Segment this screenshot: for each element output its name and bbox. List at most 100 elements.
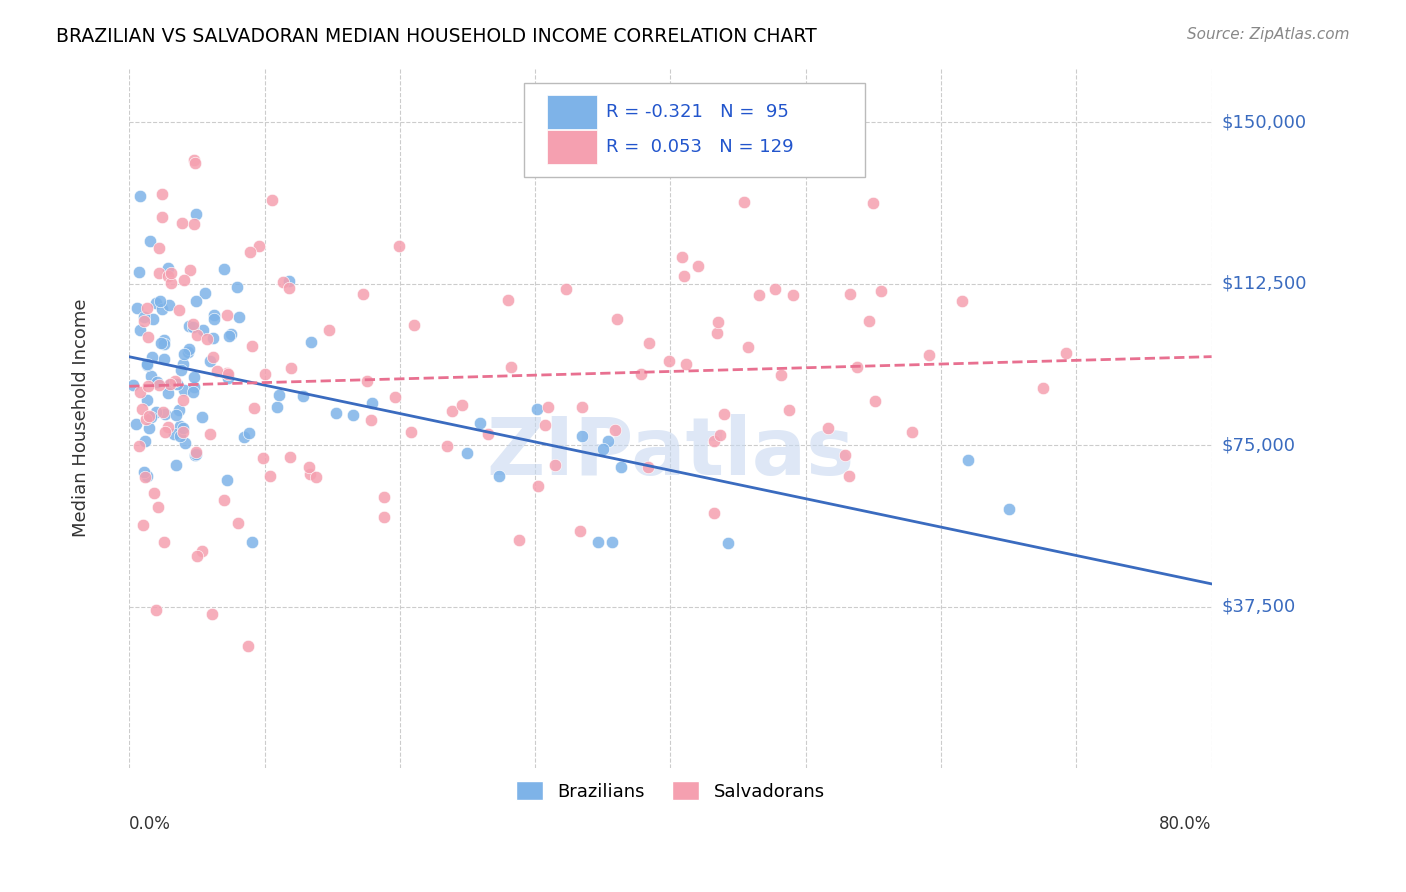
- Point: [236, 639, 259, 653]
- Point: [238, 244, 260, 259]
- Point: [901, 425, 924, 439]
- Point: [950, 293, 973, 308]
- Point: [717, 535, 740, 549]
- Text: 80.0%: 80.0%: [1159, 815, 1212, 833]
- Point: [129, 323, 152, 337]
- Point: [606, 312, 628, 326]
- Point: [122, 378, 145, 392]
- Point: [733, 195, 755, 210]
- Point: [134, 434, 156, 448]
- Point: [127, 301, 149, 316]
- Point: [706, 326, 728, 341]
- Point: [177, 342, 200, 356]
- Point: [132, 314, 155, 328]
- Point: [183, 217, 205, 231]
- Point: [675, 357, 697, 371]
- Point: [997, 501, 1019, 516]
- Point: [630, 367, 652, 381]
- Point: [401, 425, 423, 439]
- Point: [149, 335, 172, 350]
- Text: R = -0.321   N =  95: R = -0.321 N = 95: [606, 103, 789, 121]
- Point: [737, 340, 759, 354]
- Point: [817, 421, 839, 435]
- Point: [671, 250, 693, 264]
- Point: [252, 451, 274, 466]
- Point: [135, 301, 157, 315]
- Point: [202, 308, 225, 322]
- Point: [262, 193, 284, 207]
- Point: [156, 268, 179, 283]
- Point: [174, 435, 197, 450]
- Point: [131, 402, 153, 417]
- Point: [834, 448, 856, 462]
- Point: [191, 323, 214, 337]
- Point: [672, 269, 695, 284]
- Point: [156, 260, 179, 275]
- Point: [592, 442, 614, 456]
- Point: [299, 335, 322, 350]
- Point: [782, 288, 804, 302]
- Point: [146, 375, 169, 389]
- Point: [356, 374, 378, 388]
- Text: R =  0.053   N = 129: R = 0.053 N = 129: [606, 138, 793, 156]
- Point: [212, 492, 235, 507]
- Point: [846, 360, 869, 375]
- Point: [1032, 381, 1054, 395]
- Point: [181, 319, 204, 334]
- Point: [136, 379, 159, 393]
- Text: ZIPatlas: ZIPatlas: [486, 414, 855, 492]
- Point: [145, 603, 167, 617]
- Point: [183, 153, 205, 168]
- Point: [138, 421, 160, 435]
- Point: [217, 473, 239, 487]
- Point: [186, 447, 208, 461]
- Point: [603, 423, 626, 437]
- Point: [153, 534, 176, 549]
- Point: [150, 187, 173, 202]
- Point: [862, 195, 884, 210]
- Point: [228, 310, 250, 325]
- Point: [254, 367, 277, 381]
- Point: [148, 266, 170, 280]
- Point: [148, 377, 170, 392]
- Point: [186, 293, 208, 308]
- Point: [748, 287, 770, 301]
- Point: [858, 314, 880, 328]
- Point: [163, 426, 186, 441]
- Point: [172, 421, 194, 435]
- Point: [703, 434, 725, 449]
- Point: [373, 510, 395, 524]
- Point: [125, 417, 148, 432]
- Point: [277, 280, 299, 294]
- Point: [360, 396, 382, 410]
- Point: [169, 403, 191, 417]
- Point: [172, 357, 194, 371]
- Point: [526, 402, 548, 417]
- Point: [194, 286, 217, 301]
- Point: [186, 207, 208, 221]
- Point: [325, 406, 347, 420]
- Point: [499, 360, 522, 375]
- Point: [150, 302, 173, 317]
- Text: $75,000: $75,000: [1220, 436, 1295, 454]
- Point: [191, 543, 214, 558]
- Point: [160, 276, 183, 290]
- Point: [533, 418, 555, 433]
- Point: [305, 470, 328, 484]
- Point: [402, 318, 425, 332]
- Point: [586, 535, 609, 549]
- Point: [1054, 346, 1077, 360]
- Point: [238, 425, 260, 440]
- Point: [537, 400, 560, 414]
- FancyBboxPatch shape: [547, 130, 596, 163]
- Point: [153, 352, 176, 367]
- Point: [136, 393, 159, 408]
- Point: [600, 534, 623, 549]
- Point: [713, 407, 735, 421]
- Point: [637, 459, 659, 474]
- Point: [157, 386, 180, 401]
- Point: [298, 467, 321, 481]
- Point: [135, 411, 157, 425]
- Point: [352, 287, 374, 301]
- Point: [278, 450, 301, 464]
